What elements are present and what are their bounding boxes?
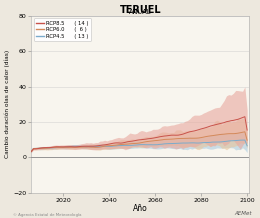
Text: AEMet: AEMet <box>235 211 252 216</box>
X-axis label: Año: Año <box>133 204 148 213</box>
Text: ANUAL: ANUAL <box>129 9 152 15</box>
Legend: RCP8.5      ( 14 ), RCP6.0      (  6 ), RCP4.5      ( 13 ): RCP8.5 ( 14 ), RCP6.0 ( 6 ), RCP4.5 ( 13… <box>34 18 91 41</box>
Text: © Agencia Estatal de Meteorología: © Agencia Estatal de Meteorología <box>13 213 81 217</box>
Y-axis label: Cambio duración olas de calor (días): Cambio duración olas de calor (días) <box>5 50 10 158</box>
Title: TERUEL: TERUEL <box>120 5 161 15</box>
